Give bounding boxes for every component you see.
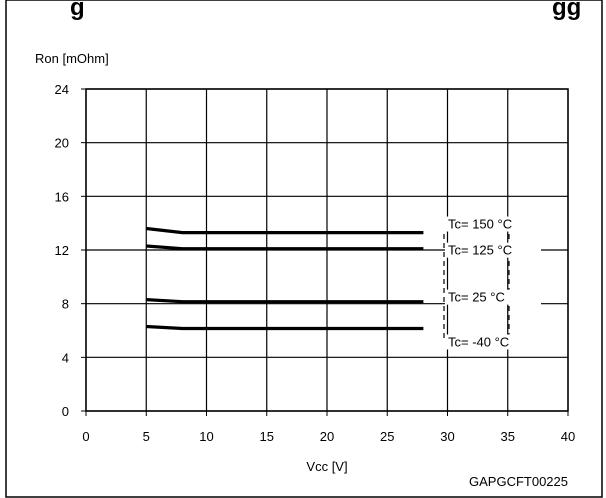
y-tick-label: 12 bbox=[55, 243, 69, 258]
series-lines bbox=[146, 226, 424, 331]
x-tick-label: 35 bbox=[501, 429, 515, 444]
x-tick-label: 20 bbox=[320, 429, 334, 444]
y-tick-label: 4 bbox=[62, 350, 69, 365]
figure-border bbox=[5, 0, 603, 498]
header-partial-text-right: gg bbox=[552, 0, 581, 21]
series-label-bg bbox=[445, 216, 541, 232]
series-label: Tc= 25 °C bbox=[448, 290, 505, 305]
x-tick-label: 0 bbox=[82, 429, 89, 444]
series-label: Tc= -40 °C bbox=[448, 334, 509, 349]
series-label-bg bbox=[445, 242, 541, 258]
series-label-bg bbox=[445, 334, 541, 350]
x-tick-label: 25 bbox=[380, 429, 394, 444]
series-line-2 bbox=[146, 298, 424, 304]
x-axis-label: Vcc [V] bbox=[306, 459, 347, 474]
x-tick-label: 15 bbox=[260, 429, 274, 444]
figure-code: GAPGCFT00225 bbox=[469, 474, 568, 489]
header-partial-text: g bbox=[70, 0, 85, 21]
x-tick-label: 10 bbox=[199, 429, 213, 444]
series-line-1 bbox=[146, 244, 424, 251]
y-tick-label: 20 bbox=[55, 136, 69, 151]
y-tick-label: 0 bbox=[62, 404, 69, 419]
series-line-0 bbox=[146, 226, 424, 235]
tick-labels: 0 5 10 15 20 25 30 35 40 0 4 8 12 16 20 24 bbox=[55, 82, 576, 444]
series-label: Tc= 125 °C bbox=[448, 243, 512, 258]
plot-area bbox=[85, 88, 569, 412]
series-labels: Tc= 150 °C Tc= 125 °C Tc= 25 °C Tc= -40 °C bbox=[445, 216, 541, 350]
y-tick-label: 24 bbox=[55, 82, 69, 97]
series-line-3 bbox=[146, 324, 424, 331]
y-tick-label: 8 bbox=[62, 297, 69, 312]
x-tick-label: 30 bbox=[440, 429, 454, 444]
series-label-bg bbox=[445, 289, 541, 305]
y-axis-label: Ron [mOhm] bbox=[35, 51, 109, 66]
series-label: Tc= 150 °C bbox=[448, 217, 512, 232]
x-tick-label: 5 bbox=[143, 429, 150, 444]
x-tick-label: 40 bbox=[561, 429, 575, 444]
y-tick-label: 16 bbox=[55, 189, 69, 204]
